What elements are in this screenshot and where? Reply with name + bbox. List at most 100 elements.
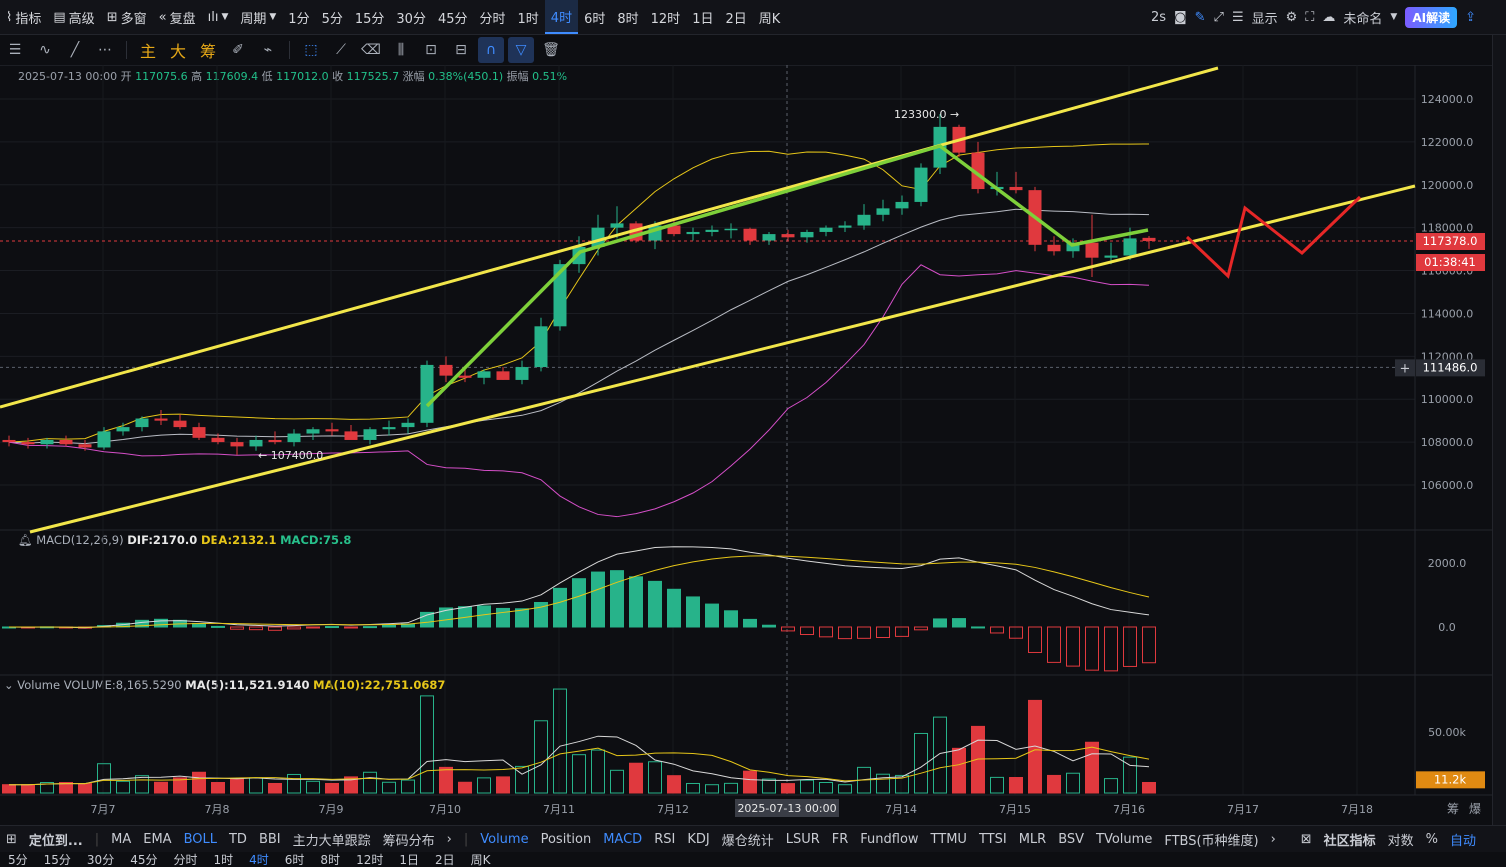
sub-ftbs[interactable]: FTBS(币种维度)	[1164, 833, 1259, 849]
filter-icon[interactable]: ▽	[508, 37, 534, 63]
chevron-right-icon[interactable]: ›	[446, 831, 452, 847]
list-icon[interactable]: ☰	[1231, 9, 1244, 25]
chevron-right-icon[interactable]: ›	[1270, 831, 1276, 847]
sub-lsur[interactable]: LSUR	[785, 831, 820, 847]
p2-12h[interactable]: 12时	[356, 853, 384, 867]
chart-canvas[interactable]: 123300.0 → ← 107400.0 124000.0 122000.0 120…	[0, 35, 1492, 825]
expand-icon[interactable]: ⤢	[1213, 9, 1224, 25]
share-icon[interactable]: ⇪	[1465, 9, 1476, 25]
sub-fundflow[interactable]: Fundflow	[860, 831, 919, 847]
auto-toggle[interactable]: 自动	[1449, 833, 1476, 849]
p2-45m[interactable]: 45分	[130, 853, 158, 867]
p2-4h[interactable]: 4时	[249, 853, 269, 867]
p2-week[interactable]: 周K	[470, 853, 491, 867]
tb-period-1m[interactable]: 1分	[288, 11, 310, 27]
volume-bar	[230, 778, 244, 794]
brush-icon[interactable]: ⌁	[263, 42, 273, 58]
ind-bbi[interactable]: BBI	[258, 831, 281, 847]
sub-rsi[interactable]: RSI	[654, 831, 676, 847]
big-order-button[interactable]: 大	[169, 42, 186, 61]
ruler-icon[interactable]: ⟋	[336, 42, 346, 58]
p2-30m[interactable]: 30分	[86, 853, 115, 867]
ind-boll[interactable]: BOLL	[183, 831, 217, 847]
tb-chart-type[interactable]: ılı ▼	[202, 0, 235, 34]
tb-multi-window[interactable]: ⊞ 多窗	[106, 9, 147, 27]
candles-icon[interactable]: ⫼	[397, 42, 405, 58]
sub-macd[interactable]: MACD	[603, 831, 643, 847]
fullscreen-icon[interactable]: ⛶	[1305, 9, 1315, 25]
display-button[interactable]: 显示	[1251, 11, 1278, 27]
tb-indicators[interactable]: ⌇ 指标	[6, 9, 42, 27]
lock-icon[interactable]: ⊡	[425, 42, 437, 58]
ind-ma[interactable]: MA	[111, 831, 132, 847]
volume-label[interactable]: ⌄ Volume VOLUME:8,165.5290 MA(5):11,521.…	[4, 678, 446, 692]
tb-period[interactable]: 周期 ▼	[240, 11, 277, 27]
tb-period-2d[interactable]: 2日	[725, 11, 747, 27]
percent-toggle[interactable]: %	[1425, 831, 1438, 847]
tb-replay[interactable]: «复盘	[158, 9, 196, 27]
main-force-button[interactable]: 主	[139, 42, 156, 61]
p2-2d[interactable]: 2日	[434, 853, 455, 867]
eraser-icon[interactable]: ⌫	[361, 42, 381, 58]
p2-5m[interactable]: 5分	[8, 853, 28, 867]
price-tick-label: 114000.0	[1421, 307, 1474, 320]
tb-period-12h[interactable]: 12时	[650, 11, 681, 27]
layout-name[interactable]: 未命名	[1343, 11, 1383, 27]
tb-period-timeline[interactable]: 分时	[479, 11, 506, 27]
chips-button[interactable]: 筹	[199, 42, 216, 61]
tb-period-1d[interactable]: 1日	[692, 11, 714, 27]
sub-volume[interactable]: Volume	[480, 831, 529, 847]
trash-icon[interactable]: 🗑	[542, 42, 560, 58]
ind-main-force[interactable]: 主力大单跟踪	[292, 833, 371, 849]
refresh-interval[interactable]: 2s	[1150, 9, 1167, 25]
menu-icon[interactable]: ☰	[8, 42, 22, 58]
ind-td[interactable]: TD	[228, 831, 247, 847]
volume-bar	[439, 766, 453, 794]
note-icon[interactable]: ⊟	[455, 42, 467, 58]
sub-position[interactable]: Position	[540, 831, 592, 847]
pen-icon[interactable]: ✎	[1194, 9, 1206, 25]
macd-label[interactable]: 🔔︎ MACD(12,26,9) DIF:2170.0 DEA:2132.1 M…	[18, 533, 352, 547]
volume-bar	[97, 763, 111, 794]
volume-bar	[800, 779, 814, 794]
tb-period-1h[interactable]: 1时	[517, 11, 539, 27]
ind-ema[interactable]: EMA	[143, 831, 172, 847]
p2-1d[interactable]: 1日	[399, 853, 419, 867]
community-indicators[interactable]: 社区指标	[1323, 833, 1376, 849]
sub-liquidation[interactable]: 爆仓统计	[721, 833, 774, 849]
tb-advanced[interactable]: ▤ 高级	[53, 9, 95, 27]
log-scale-toggle[interactable]: 对数	[1387, 833, 1414, 849]
tb-period-4h[interactable]: 4时	[544, 0, 579, 34]
magnet-icon[interactable]: ∩	[478, 37, 504, 63]
p2-8h[interactable]: 8时	[320, 853, 341, 867]
sub-bsv[interactable]: BSV	[1058, 831, 1085, 847]
select-icon[interactable]: ⬚	[304, 42, 318, 58]
p2-timeline[interactable]: 分时	[173, 853, 198, 867]
sub-mlr[interactable]: MLR	[1018, 831, 1047, 847]
tb-period-45m[interactable]: 45分	[437, 11, 468, 27]
grid-small-icon[interactable]: ⊞	[6, 831, 17, 847]
wave-icon[interactable]: ∿	[39, 42, 51, 58]
tb-period-week[interactable]: 周K	[758, 11, 781, 27]
line-tool-icon[interactable]: ╱	[70, 42, 80, 58]
tb-period-15m[interactable]: 15分	[354, 11, 385, 27]
sub-ttsi[interactable]: TTSI	[978, 831, 1007, 847]
tb-period-8h[interactable]: 8时	[617, 11, 639, 27]
gear-icon[interactable]: ⚙	[1285, 9, 1298, 25]
tb-period-30m[interactable]: 30分	[396, 11, 426, 27]
edit-icon[interactable]: ✐	[232, 42, 244, 58]
tb-period-5m[interactable]: 5分	[321, 11, 343, 27]
sub-fr[interactable]: FR	[831, 831, 849, 847]
p2-6h[interactable]: 6时	[284, 853, 305, 867]
more-icon[interactable]: ⋯	[98, 42, 112, 58]
ai-interpret-button[interactable]: AI解读	[1405, 6, 1458, 28]
p2-1h[interactable]: 1时	[213, 853, 234, 867]
tb-period-6h[interactable]: 6时	[584, 11, 606, 27]
sub-kdj[interactable]: KDJ	[687, 831, 710, 847]
locate-button[interactable]: 定位到...	[28, 833, 83, 849]
sub-tvolume[interactable]: TVolume	[1096, 831, 1153, 847]
sub-ttmu[interactable]: TTMU	[930, 831, 967, 847]
ind-chips[interactable]: 筹码分布	[382, 833, 435, 849]
camera-icon[interactable]: ◙	[1174, 9, 1187, 25]
p2-15m[interactable]: 15分	[43, 853, 71, 867]
